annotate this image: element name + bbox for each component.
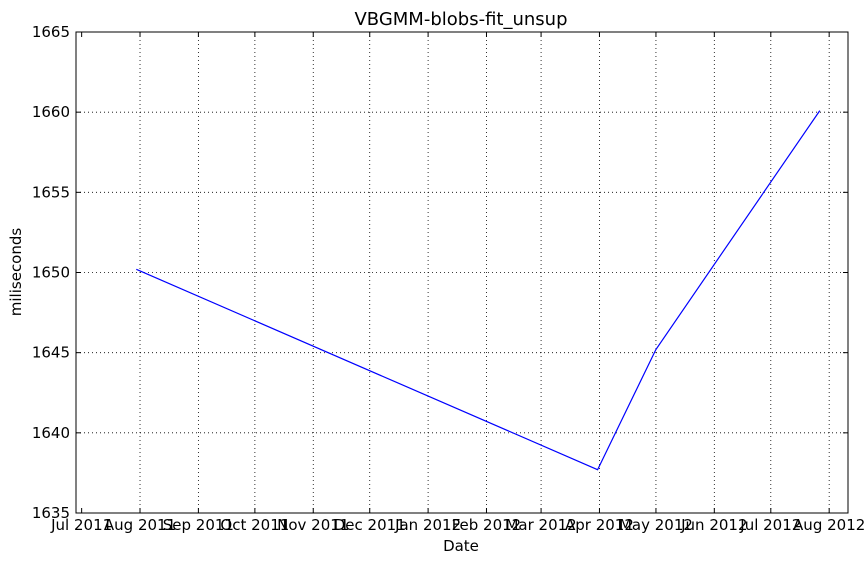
x-tick-label: Jun 2012	[680, 516, 747, 534]
x-tick-label: Dec 2011	[334, 516, 406, 534]
y-tick-label: 1650	[32, 264, 70, 282]
x-tick-label: Jul 2011	[50, 516, 112, 534]
x-tick-label: Nov 2011	[277, 516, 349, 534]
y-tick-label: 1645	[32, 344, 70, 362]
y-tick-label: 1655	[32, 183, 70, 201]
grid	[76, 32, 848, 513]
y-tick-label: 1665	[32, 23, 70, 41]
series-line	[136, 110, 821, 471]
x-tick-label: Apr 2012	[565, 516, 634, 534]
y-tick-label: 1660	[32, 103, 70, 121]
x-tick-label: Oct 2011	[220, 516, 289, 534]
x-axis-label: Date	[443, 537, 479, 555]
x-tick-label: Mar 2012	[505, 516, 576, 534]
x-tick-label: Jan 2012	[394, 516, 461, 534]
x-tick-label: Sep 2011	[163, 516, 234, 534]
x-tick-label: Feb 2012	[452, 516, 522, 534]
chart-title: VBGMM-blobs-fit_unsup	[354, 9, 567, 30]
x-tick-label: Aug 2011	[104, 516, 176, 534]
y-tick-label: 1640	[32, 424, 70, 442]
x-tick-label: Aug 2012	[793, 516, 865, 534]
x-tick-label: May 2012	[619, 516, 693, 534]
y-tick-label: 1635	[32, 504, 70, 522]
series-layer	[136, 110, 821, 471]
y-axis-label: miliseconds	[7, 228, 25, 317]
x-tick-label: Jul 2012	[739, 516, 801, 534]
